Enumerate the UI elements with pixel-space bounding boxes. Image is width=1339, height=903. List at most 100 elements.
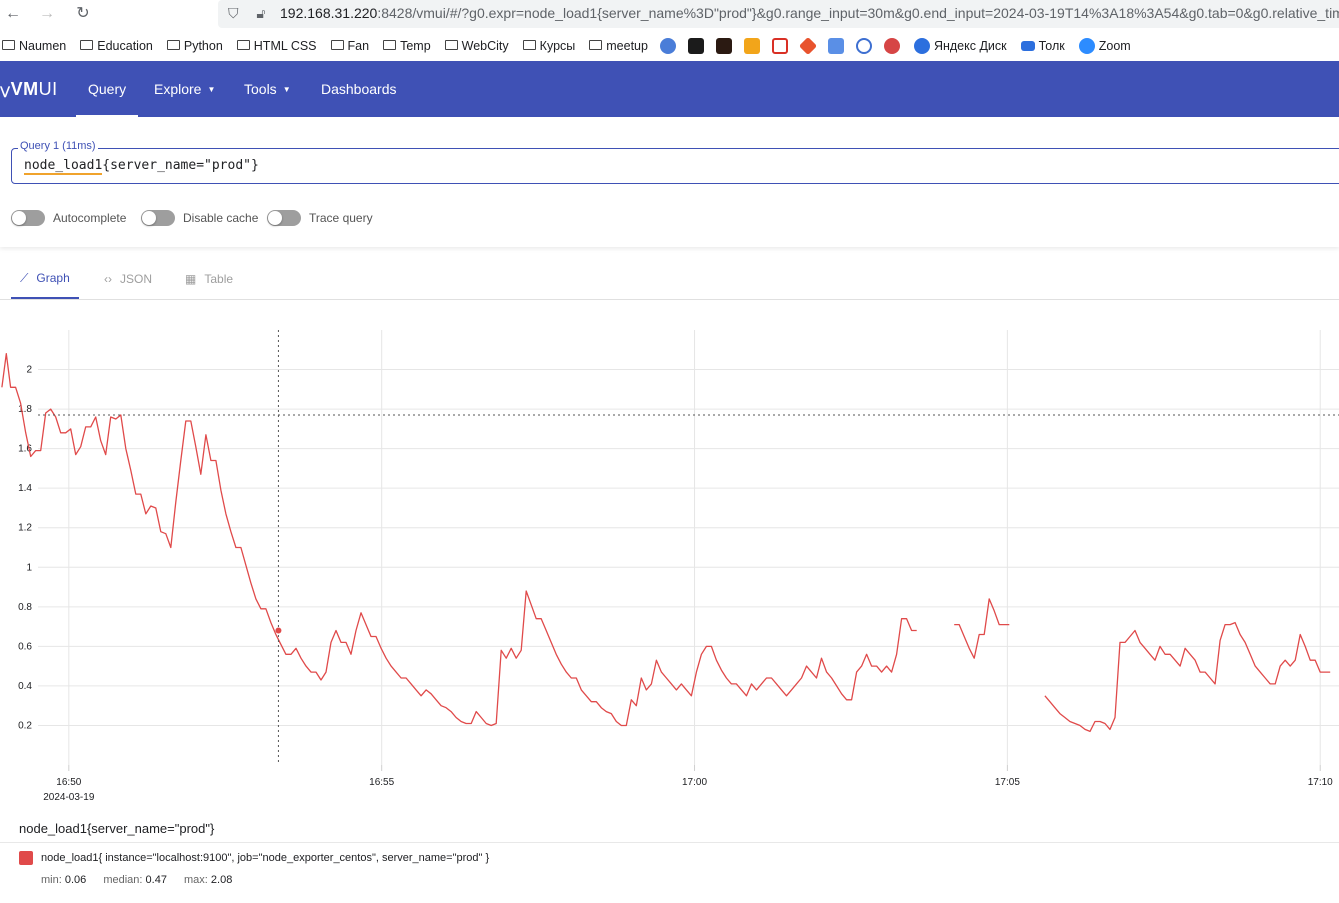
legend-title: node_load1{server_name="prod"}	[19, 821, 215, 836]
stat-max-label: max:	[184, 874, 208, 886]
shield-icon: ⛉ 🔓︎	[228, 5, 266, 21]
bookmark-python[interactable]: Python	[166, 39, 223, 53]
url-host: 192.168.31.220	[280, 5, 378, 21]
bookmark-education[interactable]: Education	[80, 39, 153, 53]
toggle-label: Trace query	[309, 211, 373, 225]
nav-tools[interactable]: Tools ▼	[244, 61, 291, 117]
legend-item[interactable]: node_load1{ instance="localhost:9100", j…	[19, 851, 489, 865]
bookmark-label: Яндекс Диск	[933, 39, 1007, 53]
gmail-favicon-icon[interactable]	[771, 38, 788, 54]
folder-icon	[330, 40, 344, 50]
bookmark-label: WebCity	[461, 39, 509, 53]
nav-label: Dashboards	[321, 81, 397, 97]
insecure-lock-icon: 🔓︎	[256, 5, 266, 21]
query-label: Query 1 (11ms)	[18, 140, 98, 152]
tab-label: Table	[204, 272, 234, 286]
query-filter: {server_name="prod"}	[102, 158, 259, 173]
autocomplete-toggle[interactable]: Autocomplete	[11, 210, 126, 226]
star-favicon-icon[interactable]	[883, 38, 900, 54]
tab-graph[interactable]: ⟋ Graph	[11, 260, 79, 299]
address-bar[interactable]: ⛉ 🔓︎ 192.168.31.220:8428/vmui/#/?g0.expr…	[218, 0, 1339, 28]
x-tick-label: 16:50	[56, 777, 81, 788]
bookmark-label: Education	[97, 39, 153, 53]
logo-chevron-icon: ⋁	[0, 84, 11, 98]
y-tick-label: 1.4	[18, 483, 32, 494]
cursor-point	[275, 627, 282, 634]
bookmark-kursy[interactable]: Курсы	[522, 39, 576, 53]
trace-query-toggle[interactable]: Trace query	[267, 210, 373, 226]
tab-json[interactable]: ‹› JSON	[104, 260, 152, 299]
line-chart[interactable]: 0.2 0.4 0.6 0.8 1 1.2 1.4 1.6 1.8 2 16:50 2024-03-…	[0, 300, 1339, 810]
bookmark-label: Курсы	[539, 39, 576, 53]
zoom-icon	[1078, 38, 1095, 54]
nav-explore[interactable]: Explore ▼	[154, 61, 215, 117]
y-tick-label: 1	[26, 562, 32, 573]
toggle-switch[interactable]	[141, 210, 175, 226]
series-line	[1, 353, 917, 727]
bookmark-fan[interactable]: Fan	[330, 39, 370, 53]
bookmark-label: Python	[183, 39, 223, 53]
reload-icon[interactable]: ↻	[76, 5, 90, 22]
query-input-field[interactable]	[11, 148, 1339, 184]
bookmark-webcity[interactable]: WebCity	[444, 39, 509, 53]
rp-favicon-icon[interactable]	[687, 38, 704, 54]
nav-label: Tools	[244, 81, 277, 97]
series-color-swatch[interactable]	[19, 851, 33, 865]
bookmark-meetup[interactable]: meetup	[589, 39, 648, 53]
toggle-label: Disable cache	[183, 211, 259, 225]
k-favicon-icon[interactable]	[715, 38, 732, 54]
tab-table[interactable]: ▦ Table	[185, 260, 233, 299]
folder-icon	[444, 40, 458, 50]
bookmarks-bar: Naumen Education Python HTML CSS Fan Tem…	[0, 34, 1339, 58]
browser-toolbar: ← → ↻ ⛉ 🔓︎ 192.168.31.220:8428/vmui/#/?g…	[0, 0, 1339, 28]
url-text: 192.168.31.220:8428/vmui/#/?g0.expr=node…	[280, 5, 1339, 21]
forward-arrow-icon[interactable]: →	[39, 5, 55, 22]
cloud-icon	[913, 38, 930, 54]
toggle-label: Autocomplete	[53, 211, 127, 225]
legend-stats: min: 0.06 median: 0.47 max: 2.08	[41, 874, 246, 886]
diamond-favicon-icon[interactable]	[798, 36, 818, 56]
stat-min-label: min:	[41, 874, 62, 886]
caret-down-icon: ▼	[207, 85, 216, 94]
bookmark-zoom[interactable]: Zoom	[1078, 38, 1131, 54]
toggle-switch[interactable]	[11, 210, 45, 226]
stat-max-value: 2.08	[210, 874, 233, 886]
y-tick-label: 2	[26, 365, 32, 376]
nav-dashboards[interactable]: Dashboards	[321, 61, 397, 117]
check-favicon-icon[interactable]	[659, 38, 676, 54]
mail-favicon-icon[interactable]	[743, 38, 760, 54]
toggle-switch[interactable]	[267, 210, 301, 226]
bookmark-label: HTML CSS	[253, 39, 317, 53]
url-path: :8428/vmui/#/?g0.expr=node_load1{server_…	[377, 5, 1339, 21]
y-tick-label: 1.6	[18, 444, 32, 455]
translate-favicon-icon[interactable]	[827, 38, 844, 54]
vmui-logo[interactable]: ⋁VMUI	[0, 79, 58, 100]
bookmark-temp[interactable]: Temp	[383, 39, 431, 53]
y-tick-label: 0.4	[18, 681, 32, 692]
tab-label: Graph	[36, 271, 70, 285]
series-line	[954, 598, 1010, 659]
bookmark-tolk[interactable]: Толк	[1020, 39, 1065, 53]
bookmark-naumen[interactable]: Naumen	[2, 39, 66, 53]
y-tick-label: 1.8	[18, 404, 32, 415]
caret-down-icon: ▼	[282, 85, 291, 94]
folder-icon	[166, 40, 180, 50]
folder-icon	[80, 40, 94, 50]
logo-ui: UI	[38, 79, 58, 99]
x-tick-label: 17:10	[1308, 777, 1333, 788]
x-tick-label: 16:55	[369, 777, 394, 788]
bookmark-yandex-disk[interactable]: Яндекс Диск	[913, 38, 1007, 54]
tab-label: JSON	[120, 272, 153, 286]
stat-min-value: 0.06	[64, 874, 87, 886]
y-tick-label: 0.8	[18, 602, 32, 613]
legend-series-label: node_load1{ instance="localhost:9100", j…	[41, 852, 490, 864]
back-arrow-icon[interactable]: ←	[5, 5, 21, 22]
bookmark-label: Fan	[347, 39, 370, 53]
x-tick-label: 17:05	[995, 777, 1020, 788]
nav-query[interactable]: Query	[76, 61, 139, 117]
series-line	[1044, 621, 1331, 733]
query-expression[interactable]: node_load1{server_name="prod"}	[24, 158, 259, 175]
cycle-favicon-icon[interactable]	[855, 38, 872, 54]
disable-cache-toggle[interactable]: Disable cache	[141, 210, 258, 226]
bookmark-html-css[interactable]: HTML CSS	[236, 39, 317, 53]
